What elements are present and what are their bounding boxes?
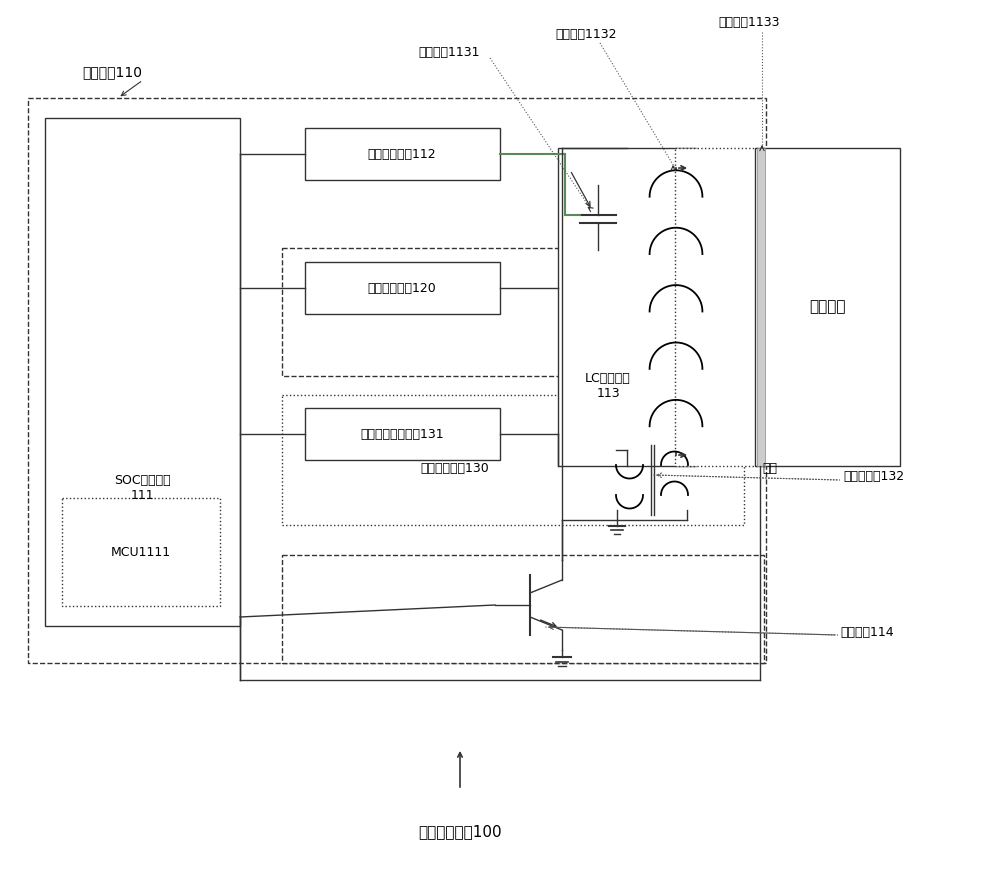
- Bar: [45, 118, 240, 626]
- Text: 磁芯元件1133: 磁芯元件1133: [718, 16, 780, 28]
- Text: LC谐振电路
113: LC谐振电路 113: [585, 372, 631, 400]
- Bar: [305, 128, 500, 180]
- Text: SOC集成电路
111: SOC集成电路 111: [114, 474, 170, 502]
- Bar: [62, 498, 220, 606]
- Text: 过载保护电路130: 过载保护电路130: [421, 461, 489, 475]
- Bar: [755, 148, 900, 466]
- Text: 高频互感器132: 高频互感器132: [843, 470, 904, 483]
- Bar: [282, 395, 744, 525]
- Bar: [305, 408, 500, 460]
- Text: 励磁线圈1132: 励磁线圈1132: [555, 28, 616, 41]
- Bar: [282, 555, 764, 663]
- Bar: [757, 148, 765, 466]
- Text: 振荡电路110: 振荡电路110: [82, 65, 142, 79]
- Text: MCU1111: MCU1111: [111, 545, 171, 558]
- Text: 开关元件114: 开关元件114: [840, 625, 894, 639]
- Text: 振荡反馈电路112: 振荡反馈电路112: [368, 147, 436, 161]
- Text: 谐振电容1131: 谐振电容1131: [418, 46, 480, 58]
- Text: 间隙: 间隙: [762, 461, 777, 475]
- Bar: [558, 148, 696, 466]
- Text: 峰值电流检测模块131: 峰值电流检测模块131: [360, 428, 444, 440]
- Text: 被加热器: 被加热器: [809, 300, 845, 315]
- Bar: [675, 148, 765, 466]
- Bar: [282, 248, 744, 376]
- Text: 频率检测电路120: 频率检测电路120: [368, 281, 436, 295]
- Bar: [305, 262, 500, 314]
- Text: 电磁加热系统100: 电磁加热系统100: [418, 825, 502, 840]
- Bar: [28, 98, 766, 663]
